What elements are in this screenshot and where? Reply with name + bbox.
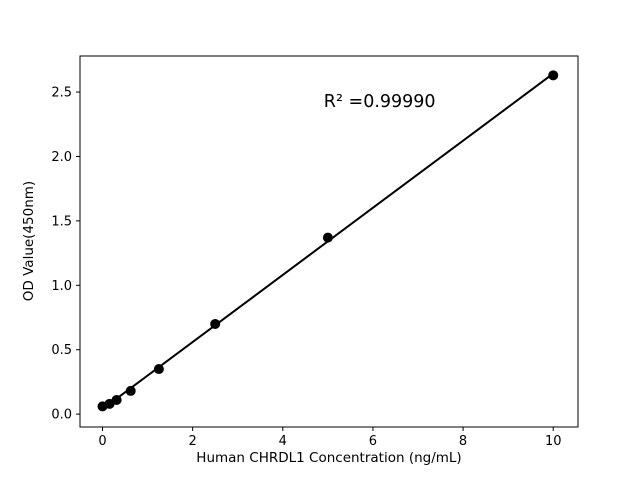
y-tick-label: 0.0 — [51, 408, 72, 423]
plot-area: 0 2 4 6 8 10 0.0 0.5 1.0 1.5 2.0 2.5 — [51, 55, 579, 449]
x-tick-label: 4 — [279, 434, 287, 449]
data-point — [322, 232, 333, 243]
data-point — [210, 318, 221, 329]
y-tick-label: 1.5 — [51, 214, 72, 229]
x-tick-label: 0 — [98, 434, 106, 449]
data-point — [125, 385, 136, 396]
x-tick-label: 10 — [545, 434, 562, 449]
y-tick-label: 0.5 — [51, 343, 72, 358]
r-squared-annotation: R² =0.99990 — [324, 92, 436, 112]
data-point — [548, 70, 559, 81]
y-axis-label: OD Value(450nm) — [21, 181, 37, 301]
y-tick-label: 1.0 — [51, 279, 72, 294]
y-tick-label: 2.5 — [51, 86, 72, 101]
y-tick-label: 2.0 — [51, 150, 72, 165]
x-tick-label: 2 — [189, 434, 197, 449]
data-point — [111, 394, 122, 405]
plot-border — [79, 55, 579, 428]
x-tick-label: 6 — [369, 434, 377, 449]
data-point — [153, 364, 164, 375]
x-tick-label: 8 — [459, 434, 467, 449]
x-axis-label: Human CHRDL1 Concentration (ng/mL) — [196, 450, 461, 466]
